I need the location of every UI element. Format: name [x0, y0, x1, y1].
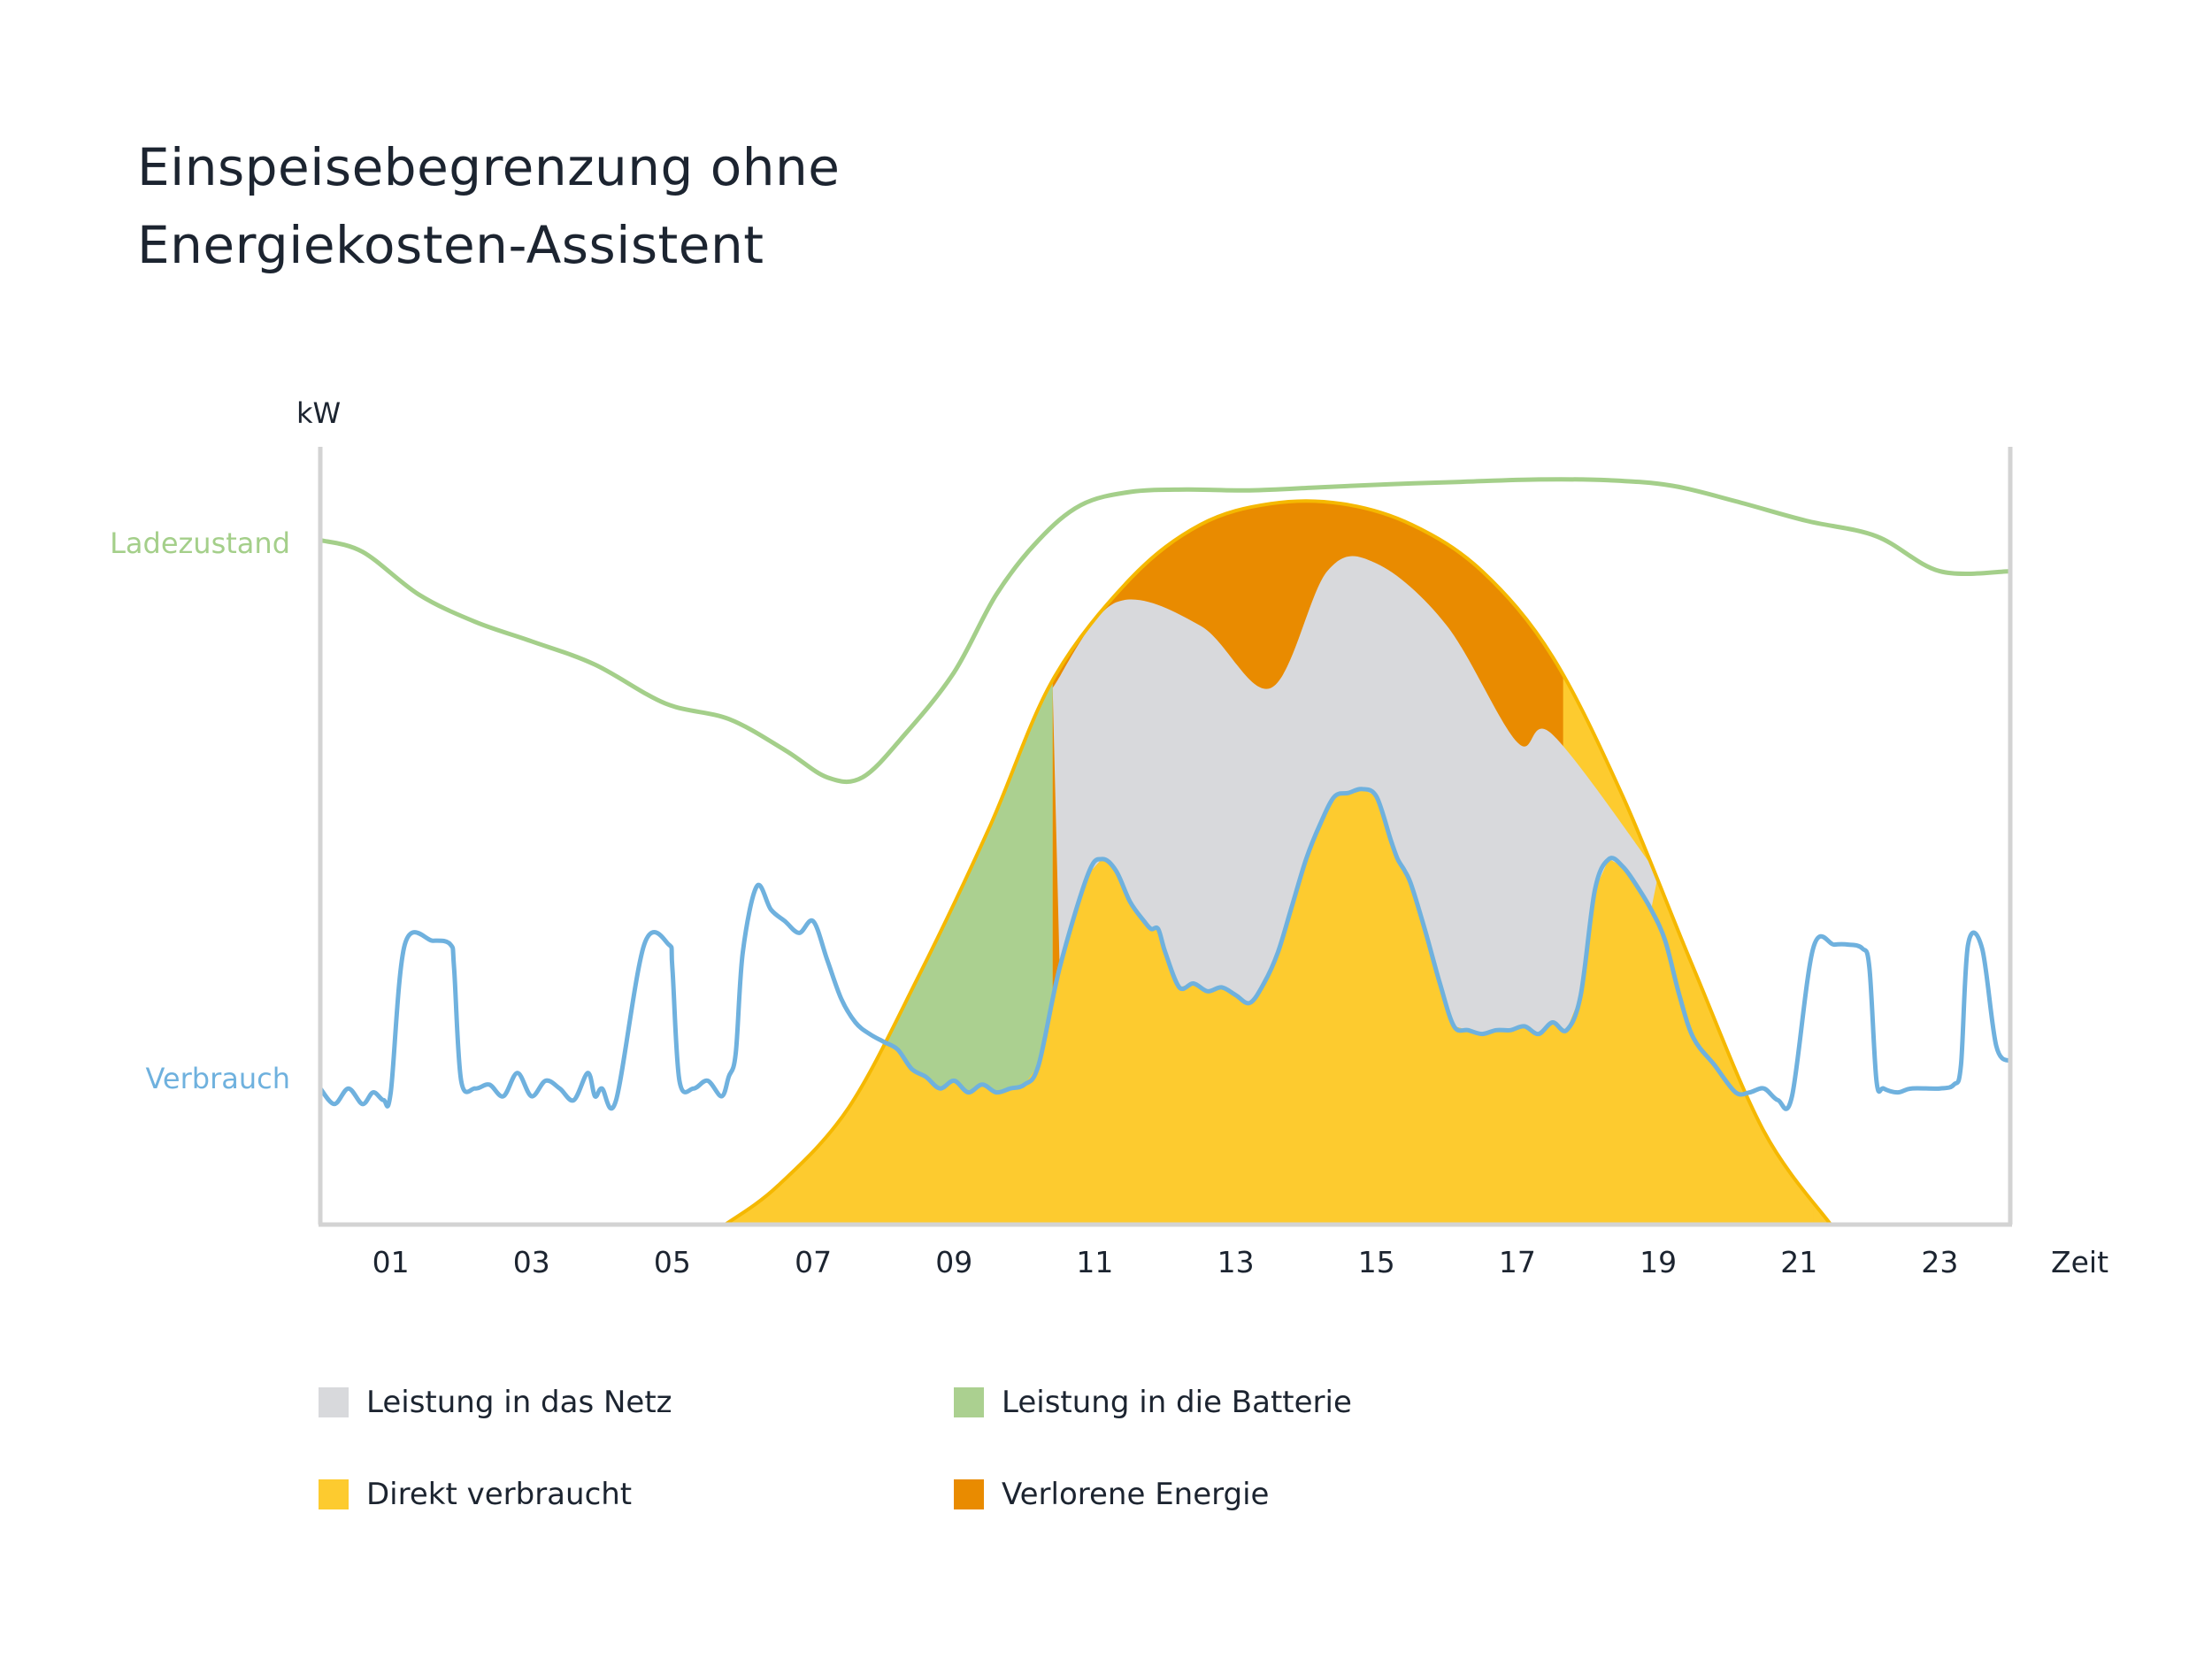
- x-tick-label-09: 09: [935, 1245, 972, 1279]
- chart-title-line-1: Einspeisebegrenzung ohne: [137, 137, 841, 197]
- series-verbrauch: [319, 787, 2012, 1111]
- y-axis-label: kW: [296, 396, 341, 430]
- x-tick-label-07: 07: [795, 1245, 832, 1279]
- area-leistung-batterie: [869, 501, 1053, 1093]
- x-tick-label-23: 23: [1921, 1245, 1958, 1279]
- legend-label-direkt: Direkt verbraucht: [366, 1477, 633, 1512]
- x-tick-label-01: 01: [373, 1245, 410, 1279]
- x-tick-label-21: 21: [1780, 1245, 1817, 1279]
- side-label-ladezustand: Ladezustand: [110, 526, 290, 560]
- chart-title-line-2: Energiekosten-Assistent: [137, 215, 764, 275]
- x-tick-label-19: 19: [1640, 1245, 1677, 1279]
- series-pv-outline: [724, 499, 1832, 1226]
- chart-legend: Leistung in das Netz Leistung in die Bat…: [319, 1385, 1557, 1562]
- x-tick-label-15: 15: [1358, 1245, 1395, 1279]
- x-tick-label-05: 05: [654, 1245, 691, 1279]
- side-label-verbrauch: Verbrauch: [146, 1062, 290, 1095]
- x-tick-label-11: 11: [1076, 1245, 1113, 1279]
- legend-label-batterie: Leistung in die Batterie: [1002, 1385, 1352, 1420]
- legend-swatch-verloren: [954, 1479, 984, 1509]
- area-direkt-verbraucht-under-load: [728, 788, 1814, 1225]
- legend-label-netz: Leistung in das Netz: [366, 1385, 672, 1420]
- legend-item-netz: Leistung in das Netz: [319, 1385, 672, 1420]
- legend-item-batterie: Leistung in die Batterie: [954, 1385, 1352, 1420]
- legend-item-direkt: Direkt verbraucht: [319, 1477, 632, 1512]
- x-axis-label: Zeit: [2051, 1245, 2108, 1279]
- legend-swatch-batterie: [954, 1387, 984, 1417]
- legend-item-verloren: Verlorene Energie: [954, 1477, 1269, 1512]
- x-tick-label-03: 03: [513, 1245, 550, 1279]
- chart-title: Einspeisebegrenzung ohne Energiekosten-A…: [137, 128, 841, 284]
- x-tick-label-17: 17: [1499, 1245, 1536, 1279]
- legend-swatch-direkt: [319, 1479, 349, 1509]
- series-ladezustand: [319, 477, 2011, 785]
- area-leistung-netz: [1052, 556, 1659, 1034]
- legend-label-verloren: Verlorene Energie: [1002, 1477, 1270, 1512]
- legend-swatch-netz: [319, 1387, 349, 1417]
- x-tick-label-13: 13: [1217, 1245, 1255, 1279]
